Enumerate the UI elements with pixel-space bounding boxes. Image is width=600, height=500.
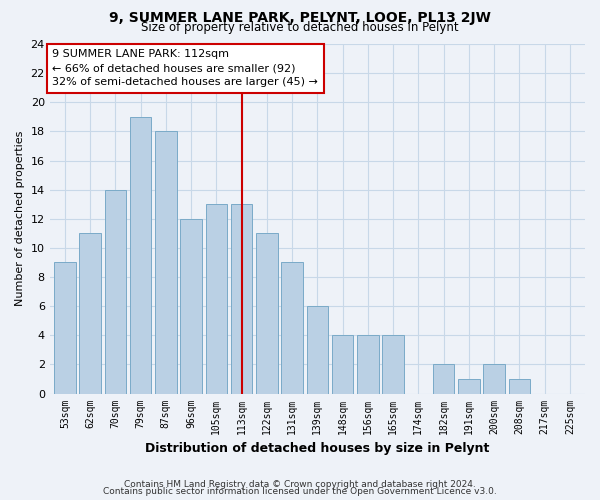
X-axis label: Distribution of detached houses by size in Pelynt: Distribution of detached houses by size … xyxy=(145,442,490,455)
Bar xyxy=(130,117,151,394)
Bar xyxy=(332,336,353,394)
Text: Contains public sector information licensed under the Open Government Licence v3: Contains public sector information licen… xyxy=(103,487,497,496)
Text: 9, SUMMER LANE PARK, PELYNT, LOOE, PL13 2JW: 9, SUMMER LANE PARK, PELYNT, LOOE, PL13 … xyxy=(109,11,491,25)
Bar xyxy=(155,132,176,394)
Text: 9 SUMMER LANE PARK: 112sqm
← 66% of detached houses are smaller (92)
32% of semi: 9 SUMMER LANE PARK: 112sqm ← 66% of deta… xyxy=(52,49,318,87)
Bar xyxy=(281,262,303,394)
Bar xyxy=(509,379,530,394)
Bar xyxy=(79,234,101,394)
Text: Size of property relative to detached houses in Pelynt: Size of property relative to detached ho… xyxy=(141,22,459,35)
Bar xyxy=(382,336,404,394)
Bar xyxy=(256,234,278,394)
Bar xyxy=(181,219,202,394)
Bar xyxy=(231,204,253,394)
Bar xyxy=(357,336,379,394)
Bar xyxy=(433,364,454,394)
Text: Contains HM Land Registry data © Crown copyright and database right 2024.: Contains HM Land Registry data © Crown c… xyxy=(124,480,476,489)
Bar xyxy=(484,364,505,394)
Bar xyxy=(307,306,328,394)
Bar xyxy=(458,379,479,394)
Bar xyxy=(104,190,126,394)
Bar xyxy=(54,262,76,394)
Y-axis label: Number of detached properties: Number of detached properties xyxy=(15,131,25,306)
Bar xyxy=(206,204,227,394)
